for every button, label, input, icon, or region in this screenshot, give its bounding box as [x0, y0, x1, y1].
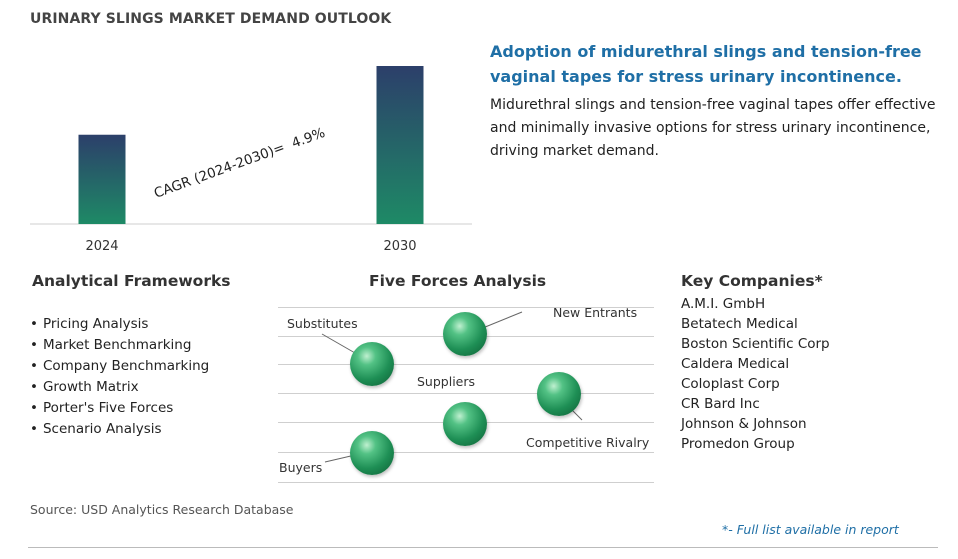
buyers-sphere-icon [350, 431, 394, 475]
list-item: Pricing Analysis [30, 314, 209, 335]
competitive-rivalry-label: Competitive Rivalry [526, 435, 650, 450]
list-item: Market Benchmarking [30, 335, 209, 356]
bottom-divider [28, 547, 938, 548]
new-entrants-sphere-icon [443, 312, 487, 356]
divider [278, 364, 654, 365]
description: Midurethral slings and tension-free vagi… [490, 97, 936, 159]
competitive-rivalry-sphere-icon [537, 372, 581, 416]
list-item: Company Benchmarking [30, 356, 209, 377]
list-item: Caldera Medical [681, 356, 790, 372]
list-item: Johnson & Johnson [681, 416, 807, 432]
companies-list: A.M.I. GmbH Betatech Medical Boston Scie… [681, 294, 830, 454]
list-item: Scenario Analysis [30, 419, 209, 440]
suppliers-label: Suppliers [417, 374, 476, 389]
list-item: Promedon Group [681, 436, 795, 452]
substitutes-sphere-icon [350, 342, 394, 386]
divider [278, 307, 654, 308]
x-tick-2030: 2030 [383, 239, 416, 254]
suppliers-sphere-icon [443, 402, 487, 446]
frameworks-list: Pricing Analysis Market Benchmarking Com… [30, 314, 209, 440]
five-forces-heading: Five Forces Analysis [369, 272, 547, 290]
divider [278, 393, 654, 394]
substitutes-label: Substitutes [287, 316, 358, 331]
divider [278, 452, 654, 453]
x-tick-2024: 2024 [85, 239, 118, 254]
list-item: Growth Matrix [30, 377, 209, 398]
list-item: Boston Scientific Corp [681, 336, 830, 352]
list-item: A.M.I. GmbH [681, 296, 766, 312]
bar-2024 [78, 134, 126, 224]
buyers-label: Buyers [279, 460, 323, 475]
divider [278, 482, 654, 483]
list-item: Coloplast Corp [681, 376, 780, 392]
full-list-footnote: *- Full list available in report [722, 522, 899, 537]
new-entrants-label: New Entrants [553, 305, 638, 320]
page-title: URINARY SLINGS MARKET DEMAND OUTLOOK [30, 11, 392, 27]
bar-2030 [376, 66, 424, 224]
companies-heading: Key Companies* [681, 272, 823, 290]
list-item: Betatech Medical [681, 316, 798, 332]
source-note: Source: USD Analytics Research Database [30, 502, 294, 517]
headline: Adoption of midurethral slings and tensi… [490, 42, 922, 86]
frameworks-heading: Analytical Frameworks [32, 272, 231, 290]
list-item: Porter's Five Forces [30, 398, 209, 419]
demand-bar-chart: 2024 2030 CAGR (2024-2030)= 4.9% [30, 66, 472, 254]
list-item: CR Bard Inc [681, 396, 760, 412]
